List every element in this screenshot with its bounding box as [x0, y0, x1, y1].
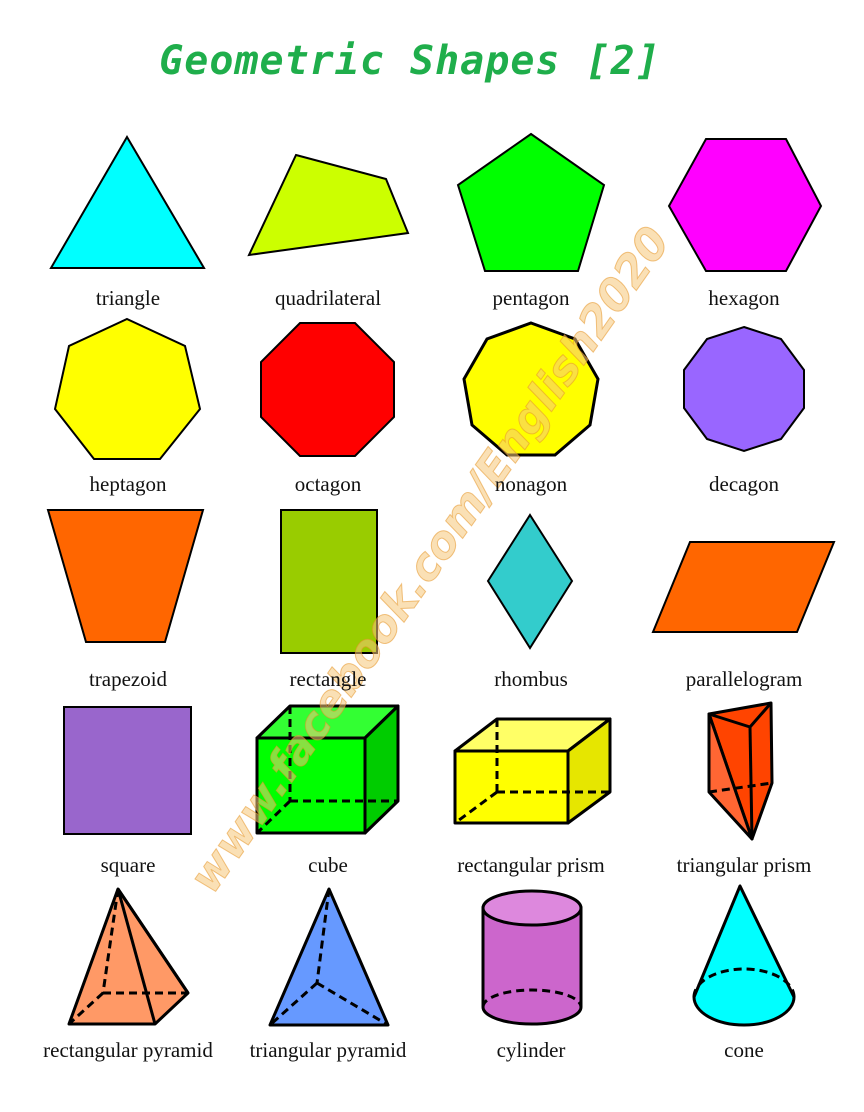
label-rectangle: rectangle — [289, 667, 367, 691]
square-shape — [63, 706, 192, 835]
hexagon-shape — [667, 138, 823, 272]
label-rectangular-prism: rectangular prism — [457, 853, 605, 877]
rectangular-prism-shape — [453, 717, 612, 825]
trapezoid-shape — [46, 509, 205, 643]
triangular-pyramid-shape — [268, 887, 390, 1027]
triangle-shape — [49, 135, 206, 269]
cube-shape — [255, 704, 400, 835]
heptagon-shape — [53, 317, 202, 460]
label-pentagon: pentagon — [492, 286, 570, 310]
nonagon-shape — [462, 321, 600, 457]
label-rhombus: rhombus — [494, 667, 568, 691]
rhombus-shape — [486, 513, 574, 650]
page-title: Geometric Shapes [2] — [159, 38, 661, 84]
label-hexagon: hexagon — [708, 286, 780, 310]
label-triangular-pyramid: triangular pyramid — [249, 1038, 407, 1062]
label-trapezoid: trapezoid — [88, 667, 168, 691]
label-decagon: decagon — [709, 472, 779, 496]
cone-shape — [692, 884, 796, 1027]
label-triangular-prism: triangular prism — [676, 853, 812, 877]
label-octagon: octagon — [294, 472, 362, 496]
label-rectangular-pyramid: rectangular pyramid — [43, 1038, 213, 1062]
label-quadrilateral: quadrilateral — [274, 286, 382, 310]
label-cube: cube — [308, 853, 348, 877]
label-nonagon: nonagon — [494, 472, 568, 496]
quadrilateral-shape — [247, 153, 410, 257]
rectangular-pyramid-shape — [67, 887, 190, 1026]
octagon-shape — [260, 322, 395, 457]
rectangle-shape — [280, 509, 378, 654]
parallelogram-shape — [651, 541, 836, 633]
pentagon-shape — [456, 132, 606, 272]
decagon-shape — [683, 325, 805, 453]
label-square: square — [100, 853, 156, 877]
label-triangle: triangle — [95, 286, 161, 310]
label-parallelogram: parallelogram — [685, 667, 803, 691]
cylinder-shape — [481, 889, 583, 1026]
label-cone: cone — [724, 1038, 764, 1062]
label-heptagon: heptagon — [89, 472, 167, 496]
triangular-prism-shape — [707, 701, 774, 841]
label-cylinder: cylinder — [496, 1038, 566, 1062]
